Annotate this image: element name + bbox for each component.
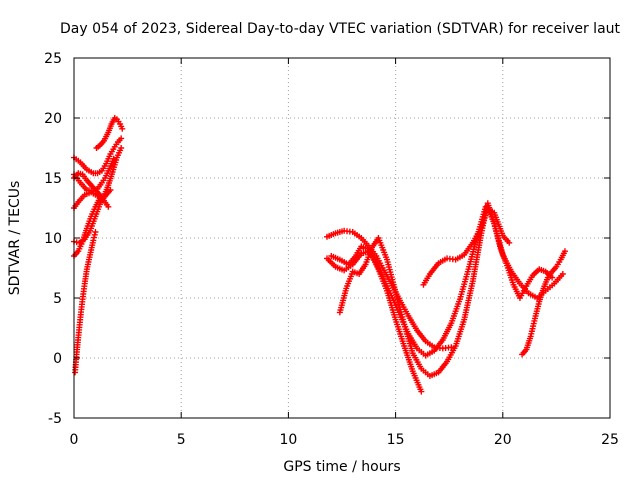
x-tick-label: 20 <box>494 432 512 448</box>
series-track-13 <box>420 205 556 301</box>
grid-layer <box>74 58 610 418</box>
data-point-marker <box>418 388 425 395</box>
data-point-marker <box>559 271 566 277</box>
x-tick-label: 15 <box>387 432 405 448</box>
y-tick-label: 15 <box>44 171 62 187</box>
data-point-marker <box>119 125 126 132</box>
y-tick-label: -5 <box>48 411 62 427</box>
data-point-marker <box>118 145 125 151</box>
series-track-6 <box>71 195 103 259</box>
x-tick-label: 5 <box>177 432 186 448</box>
data-point-marker <box>561 248 568 255</box>
series-track-12 <box>336 200 566 379</box>
data-point-marker <box>96 195 103 202</box>
data-point-marker <box>448 344 455 351</box>
series-track-10 <box>323 248 425 395</box>
series-track-8 <box>93 115 126 151</box>
data-layer <box>71 115 568 395</box>
y-tick-label: 0 <box>53 351 62 367</box>
data-point-marker <box>506 239 513 246</box>
series-track-14 <box>519 248 568 358</box>
y-axis-title: SDTVAR / TECUs <box>7 181 23 296</box>
y-tick-label: 5 <box>53 291 62 307</box>
series-track-7 <box>72 229 99 376</box>
x-tick-label: 0 <box>70 432 79 448</box>
data-point-marker <box>105 203 112 210</box>
y-tick-label: 25 <box>44 51 62 67</box>
x-tick-label: 25 <box>601 432 619 448</box>
chart-title: Day 054 of 2023, Sidereal Day-to-day VTE… <box>60 21 621 37</box>
y-tick-label: 10 <box>44 231 62 247</box>
tick-layer: 0 5 10 15 20 25 -5 0 5 10 15 20 25 <box>44 51 619 448</box>
x-tick-label: 10 <box>279 432 297 448</box>
data-point-marker <box>92 229 99 235</box>
data-point-marker <box>91 231 98 238</box>
data-point-marker <box>91 234 98 241</box>
x-axis-title: GPS time / hours <box>283 459 400 475</box>
series-track-1 <box>71 135 125 177</box>
data-point-marker <box>90 237 97 244</box>
data-point-marker <box>118 135 125 142</box>
y-tick-label: 20 <box>44 111 62 127</box>
data-point-marker <box>107 187 114 193</box>
